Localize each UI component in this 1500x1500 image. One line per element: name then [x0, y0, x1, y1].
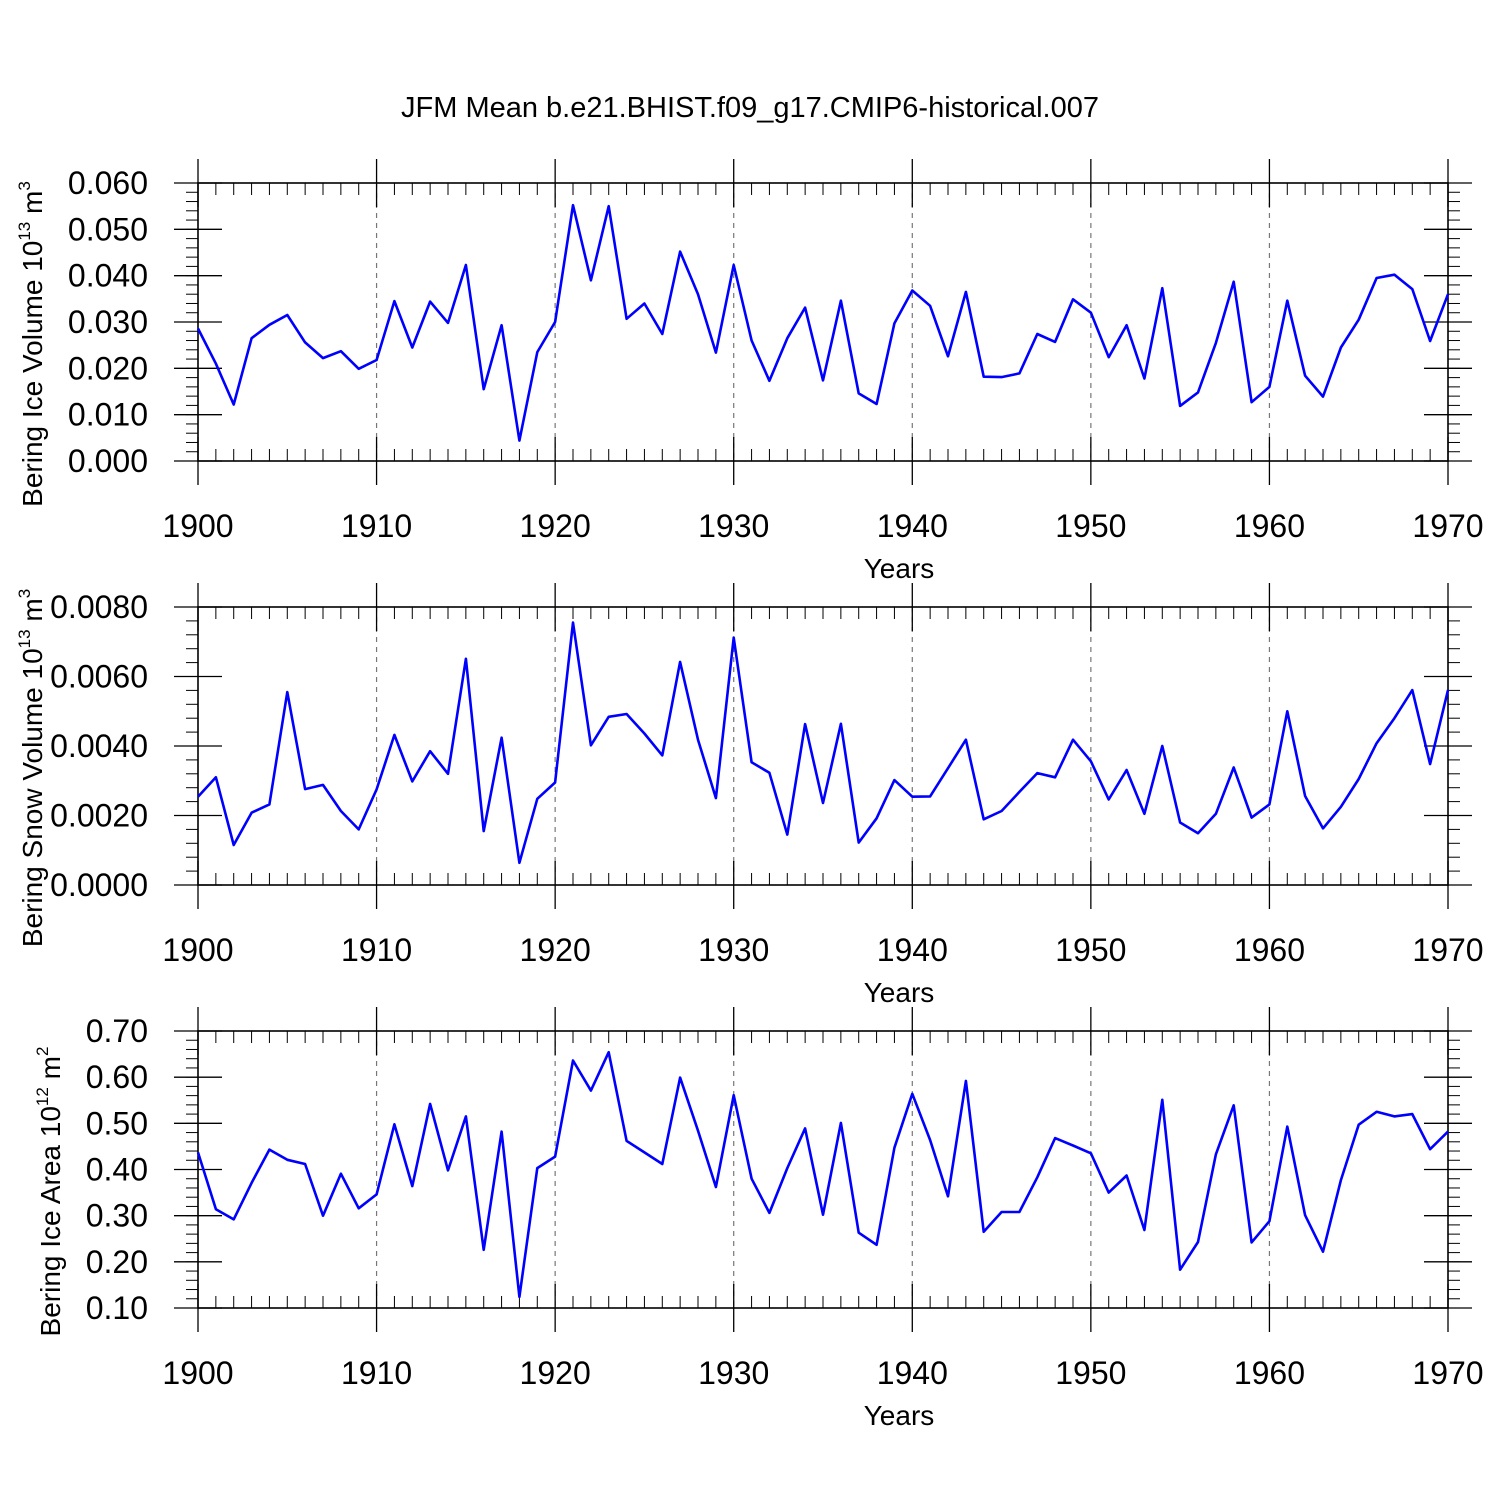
- panel-2: 1900 1910 1920 1930 1940 1950 1960 1970 0.0000 0.…: [15, 583, 1484, 1008]
- x-tick-label: 1920: [520, 508, 591, 544]
- x-tick-label: 1930: [698, 508, 769, 544]
- x-tick-label: 1910: [341, 1355, 412, 1391]
- x-tick-label: 1940: [877, 932, 948, 968]
- series-line: [196, 1050, 1449, 1299]
- x-tick-label: 1940: [877, 1355, 948, 1391]
- chart-title: JFM Mean b.e21.BHIST.f09_g17.CMIP6-histo…: [401, 92, 1099, 124]
- y-tick-label: 0.0020: [50, 798, 148, 834]
- x-tick-label: 1910: [341, 932, 412, 968]
- y-tick-label: 0.20: [86, 1244, 148, 1280]
- series-line: [196, 203, 1450, 442]
- y-tick-label: 0.60: [86, 1059, 148, 1095]
- y-axis-label: Bering Snow Volume 1013 m3: [15, 589, 48, 947]
- x-axis-label: Years: [864, 977, 935, 1008]
- panel-3: 1900 1910 1920 1930 1940 1950 1960 1970 0.10 0.20…: [33, 1007, 1484, 1431]
- x-tick-label: 1920: [520, 1355, 591, 1391]
- x-tick-label: 1950: [1055, 508, 1126, 544]
- y-tick-label: 0.70: [86, 1013, 148, 1049]
- x-tick-label: 1960: [1234, 508, 1305, 544]
- y-tick-label: 0.40: [86, 1152, 148, 1188]
- x-tick-label: 1920: [520, 932, 591, 968]
- x-tick-label: 1960: [1234, 932, 1305, 968]
- y-tick-label: 0.0080: [50, 589, 148, 625]
- panels: 1900 1910 1920 1930 1940 1950 1960 1970 0.000 0.0…: [15, 159, 1484, 1431]
- panel-1: 1900 1910 1920 1930 1940 1950 1960 1970 0.000 0.0…: [15, 159, 1484, 584]
- x-tick-label: 1930: [698, 1355, 769, 1391]
- x-tick-label: 1950: [1055, 1355, 1126, 1391]
- y-tick-label: 0.060: [68, 165, 148, 201]
- y-tick-label: 0.020: [68, 350, 148, 386]
- x-tick-label: 1910: [341, 508, 412, 544]
- y-tick-label: 0.040: [68, 258, 148, 294]
- y-axis-label: Bering Ice Area 1012 m2: [33, 1047, 66, 1337]
- y-axis-label: Bering Ice Volume 1013 m3: [15, 181, 48, 507]
- x-tick-label: 1930: [698, 932, 769, 968]
- plot-frame: [197, 1030, 1449, 1309]
- x-tick-label: 1900: [162, 508, 233, 544]
- x-tick-label: 1970: [1412, 1355, 1483, 1391]
- plot-frame: [197, 606, 1449, 886]
- y-tick-label: 0.0040: [50, 728, 148, 764]
- x-tick-label: 1950: [1055, 932, 1126, 968]
- x-tick-label: 1960: [1234, 1355, 1305, 1391]
- y-tick-label: 0.50: [86, 1105, 148, 1141]
- y-tick-label: 0.10: [86, 1290, 148, 1326]
- x-tick-label: 1970: [1412, 932, 1483, 968]
- y-tick-label: 0.050: [68, 211, 148, 247]
- y-tick-label: 0.030: [68, 304, 148, 340]
- x-tick-label: 1940: [877, 508, 948, 544]
- x-tick-label: 1900: [162, 1355, 233, 1391]
- x-tick-label: 1900: [162, 932, 233, 968]
- x-axis-label: Years: [864, 1400, 935, 1431]
- y-tick-label: 0.0060: [50, 659, 148, 695]
- y-tick-label: 0.30: [86, 1198, 148, 1234]
- y-tick-label: 0.0000: [50, 867, 148, 903]
- series-line: [197, 621, 1450, 865]
- y-tick-label: 0.000: [68, 443, 148, 479]
- x-tick-label: 1970: [1412, 508, 1483, 544]
- y-tick-label: 0.010: [68, 397, 148, 433]
- x-axis-label: Years: [864, 553, 935, 584]
- plot-frame: [197, 182, 1449, 462]
